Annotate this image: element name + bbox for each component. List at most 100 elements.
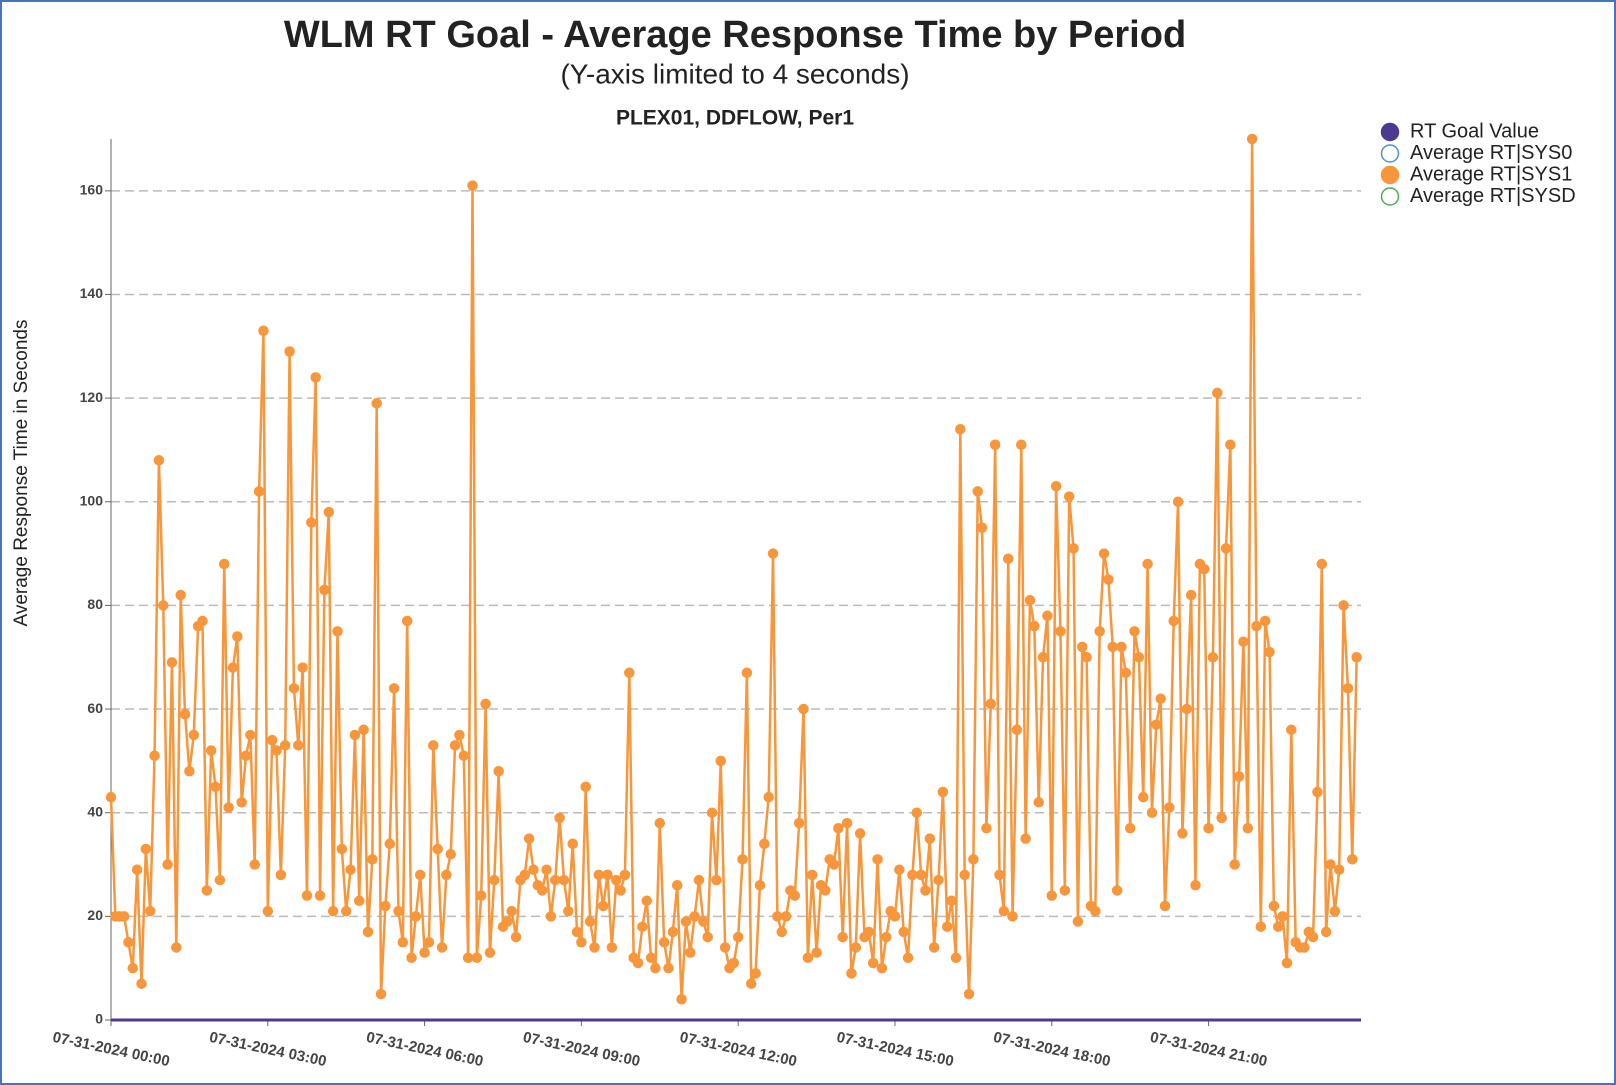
data-point (493, 765, 504, 777)
data-point (506, 905, 517, 917)
data-point (484, 947, 496, 958)
data-point (1133, 651, 1145, 663)
data-point (523, 833, 535, 844)
data-point (550, 874, 561, 886)
data-point (1146, 807, 1158, 818)
data-point (149, 750, 160, 761)
data-point (336, 843, 348, 855)
data-point (1185, 589, 1197, 601)
data-point (293, 740, 304, 751)
data-point (388, 683, 400, 694)
data-point (323, 506, 335, 518)
data-point (197, 615, 208, 627)
data-point (1347, 854, 1358, 865)
data-point (288, 683, 300, 694)
data-point (284, 346, 295, 357)
data-point (793, 817, 805, 829)
y-tick-label: 120 (80, 389, 104, 405)
data-point (994, 869, 1005, 881)
data-point (924, 833, 936, 844)
data-point (1351, 651, 1362, 663)
data-point (279, 740, 291, 751)
data-point (245, 729, 256, 741)
data-point (920, 885, 931, 896)
data-point (1255, 921, 1267, 932)
data-point (1281, 957, 1293, 969)
data-point (528, 864, 539, 875)
data-point (676, 994, 687, 1005)
data-point (1007, 911, 1018, 922)
data-point (1111, 885, 1123, 896)
data-point (367, 854, 378, 865)
data-point (584, 916, 596, 927)
data-point (563, 905, 574, 917)
data-point (414, 869, 426, 881)
data-point (1142, 558, 1153, 570)
data-point (915, 869, 927, 881)
data-point (850, 942, 862, 953)
data-point (698, 916, 709, 927)
data-point (480, 698, 491, 710)
data-point (232, 631, 243, 642)
data-point (428, 740, 439, 751)
data-point (741, 667, 753, 679)
data-point (937, 786, 949, 798)
data-point (1333, 864, 1345, 875)
data-point (833, 823, 844, 834)
data-point (1072, 916, 1084, 927)
data-point (201, 885, 213, 896)
data-point (806, 869, 818, 881)
data-point (1286, 724, 1297, 736)
data-point (158, 600, 169, 611)
data-point (140, 843, 152, 855)
data-point (1325, 859, 1336, 870)
chart-title: WLM RT Goal - Average Response Time by P… (284, 14, 1186, 56)
data-point (1050, 480, 1062, 492)
data-point (889, 911, 901, 922)
data-point (650, 962, 661, 974)
data-point (1098, 548, 1110, 559)
chart-subtitle: (Y-axis limited to 4 seconds) (560, 58, 909, 89)
data-point (1212, 387, 1223, 399)
data-point (349, 729, 361, 741)
data-point (1342, 683, 1354, 694)
data-point (737, 854, 748, 865)
data-point (907, 869, 918, 881)
y-tick-label: 60 (87, 700, 103, 716)
data-point (1203, 823, 1214, 834)
data-point (589, 942, 600, 953)
data-point (933, 874, 944, 886)
y-tick-label: 80 (87, 596, 103, 612)
data-point (166, 657, 178, 668)
data-point (732, 931, 744, 943)
data-point (1251, 620, 1262, 632)
legend-label: Average RT|SYSD (1410, 185, 1576, 207)
data-point (1329, 905, 1341, 917)
data-point (1068, 543, 1079, 554)
data-point (489, 874, 500, 886)
data-point (1220, 543, 1232, 554)
data-point (1307, 931, 1319, 943)
data-point (541, 864, 552, 875)
data-point (776, 926, 787, 938)
data-point (837, 931, 848, 943)
data-point (545, 911, 557, 922)
data-point (1338, 600, 1349, 611)
data-point (380, 900, 391, 912)
data-point (401, 615, 413, 627)
data-point (1277, 911, 1288, 922)
data-point (846, 968, 857, 979)
data-point (663, 962, 674, 974)
data-point (1046, 890, 1058, 901)
data-point (1172, 496, 1184, 508)
data-point (624, 667, 635, 679)
data-point (345, 864, 356, 875)
data-point (1124, 823, 1136, 834)
data-point (963, 988, 975, 1000)
legend-marker (1380, 187, 1400, 206)
data-point (1229, 859, 1240, 870)
data-point (1316, 558, 1328, 570)
data-point (162, 859, 173, 870)
data-point (144, 905, 156, 917)
